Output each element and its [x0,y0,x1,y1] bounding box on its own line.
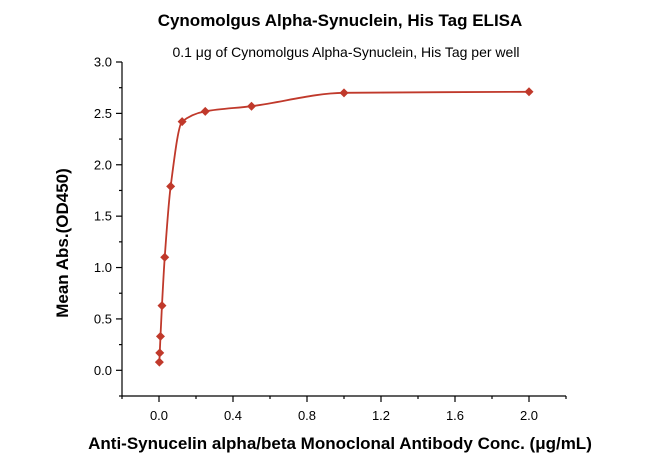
y-tick-label: 3.0 [94,55,112,70]
chart-title: Cynomolgus Alpha-Synuclein, His Tag ELIS… [158,11,523,30]
data-point-diamond [154,357,164,367]
y-tick-label: 1.0 [94,260,112,275]
data-point-diamond [177,117,187,127]
data-point-diamond [200,106,210,116]
axes [121,62,566,397]
data-point-diamond [157,301,167,311]
x-tick-label: 2.0 [520,408,538,423]
data-points [154,87,534,367]
y-ticks: 0.0 0.5 1.0 1.5 2.0 2.5 3.0 [94,55,122,397]
y-tick-label: 1.5 [94,209,112,224]
data-point-diamond [166,181,176,191]
data-point-diamond [160,252,170,262]
y-tick-label: 0.5 [94,311,112,326]
y-tick-label: 2.0 [94,157,112,172]
y-tick-label: 2.5 [94,106,112,121]
x-tick-label: 0.8 [298,408,316,423]
x-tick-label: 1.6 [446,408,464,423]
x-tick-label: 0.4 [224,408,242,423]
data-point-diamond [339,88,349,98]
y-tick-label: 0.0 [94,363,112,378]
x-tick-label: 0.0 [150,408,168,423]
y-axis-label: Mean Abs.(OD450) [53,168,72,318]
data-point-diamond [155,348,165,358]
x-ticks: 0.0 0.4 0.8 1.2 1.6 2.0 [121,396,567,423]
x-tick-label: 1.2 [372,408,390,423]
fit-curve [158,90,530,363]
data-point-diamond [247,101,256,111]
data-point-diamond [524,87,534,97]
chart-subtitle: 0.1 μg of Cynomolgus Alpha-Synuclein, Hi… [172,44,519,60]
x-axis-label: Anti-Synucelin alpha/beta Monoclonal Ant… [88,434,592,453]
data-point-diamond [155,331,165,341]
